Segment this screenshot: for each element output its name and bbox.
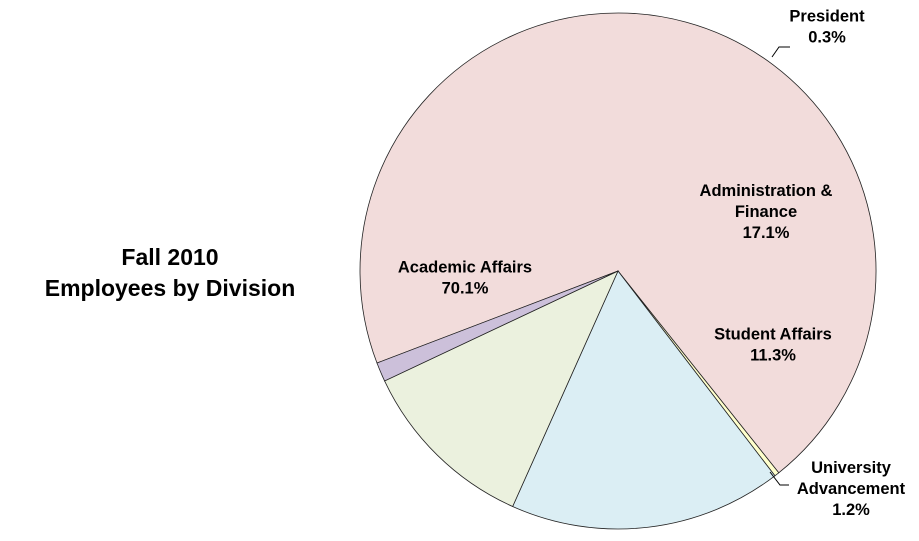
slice-label-university-advancement: University Advancement 1.2% xyxy=(797,459,906,519)
leader-line-university-advancement xyxy=(769,471,789,486)
chart-title: Fall 2010 Employees by Division xyxy=(0,242,340,304)
slice-label-administration-finance: Administration & Finance 17.1% xyxy=(700,182,833,242)
pie-slice-university-advancement xyxy=(376,270,619,382)
leader-line-president xyxy=(771,46,790,58)
slice-label-academic-affairs: Academic Affairs 70.1% xyxy=(398,259,532,298)
pie-slice-student-affairs xyxy=(384,270,619,508)
chart-title-line-1: Fall 2010 xyxy=(121,244,219,270)
pie-slice-administration-finance xyxy=(512,270,776,530)
pie-slice-academic-affairs xyxy=(359,12,877,474)
chart-title-line-2: Employees by Division xyxy=(44,275,296,301)
slice-label-president: President 0.3% xyxy=(789,8,865,47)
slice-label-student-affairs: Student Affairs 11.3% xyxy=(714,326,832,365)
